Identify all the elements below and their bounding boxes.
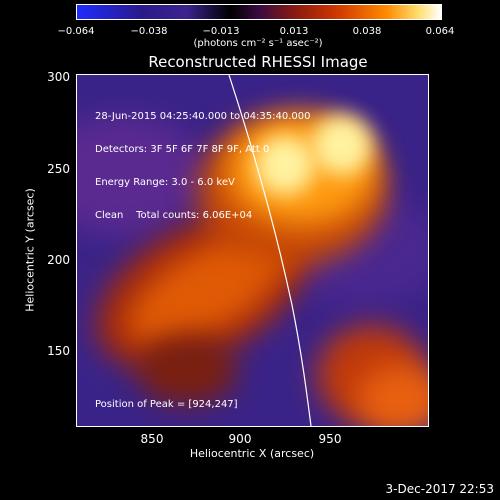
y-tick-label: 200 xyxy=(47,253,70,267)
peak-position: Position of Peak = [924,247] xyxy=(95,399,238,410)
x-tick-label: 900 xyxy=(228,432,252,446)
emission-band xyxy=(137,335,237,405)
colorbar-tick: 0.038 xyxy=(352,26,382,37)
info-line: Detectors: 3F 5F 6F 7F 8F 9F, Att 0 xyxy=(95,144,270,155)
y-axis-label: Heliocentric Y (arcsec) xyxy=(23,188,37,312)
observation-info: 28-Jun-2015 04:25:40.000 to 04:35:40.000… xyxy=(95,89,311,243)
info-line: Clean Total counts: 6.06E+04 xyxy=(95,210,253,221)
timestamp: 3-Dec-2017 22:53 xyxy=(385,482,494,496)
colorbar-unit: (photons cm⁻² s⁻¹ asec⁻²) xyxy=(193,38,323,49)
colorbar xyxy=(76,4,442,20)
x-axis-label: Heliocentric X (arcsec) xyxy=(189,447,315,460)
peak-source xyxy=(255,135,315,195)
plot-title: Reconstructed RHESSI Image xyxy=(148,53,368,71)
emission-band xyxy=(357,365,428,426)
background-region xyxy=(77,115,207,235)
solar-image: 28-Jun-2015 04:25:40.000 to 04:35:40.000… xyxy=(76,74,429,427)
info-line: Energy Range: 3.0 - 6.0 keV xyxy=(95,177,235,188)
solar-limb xyxy=(228,75,312,426)
y-tick-label: 300 xyxy=(47,70,70,84)
colorbar-tick: −0.013 xyxy=(202,26,240,37)
x-tick-label: 850 xyxy=(140,432,164,446)
colorbar-tick: 0.064 xyxy=(425,26,455,37)
x-tick-label: 950 xyxy=(318,432,342,446)
info-line: 28-Jun-2015 04:25:40.000 to 04:35:40.000 xyxy=(95,111,311,122)
y-tick-label: 250 xyxy=(47,162,70,176)
colorbar-tick: −0.064 xyxy=(57,26,95,37)
y-tick-label: 150 xyxy=(47,344,70,358)
colorbar-tick: −0.038 xyxy=(130,26,168,37)
peak-source xyxy=(312,115,372,175)
colorbar-tick: 0.013 xyxy=(279,26,309,37)
